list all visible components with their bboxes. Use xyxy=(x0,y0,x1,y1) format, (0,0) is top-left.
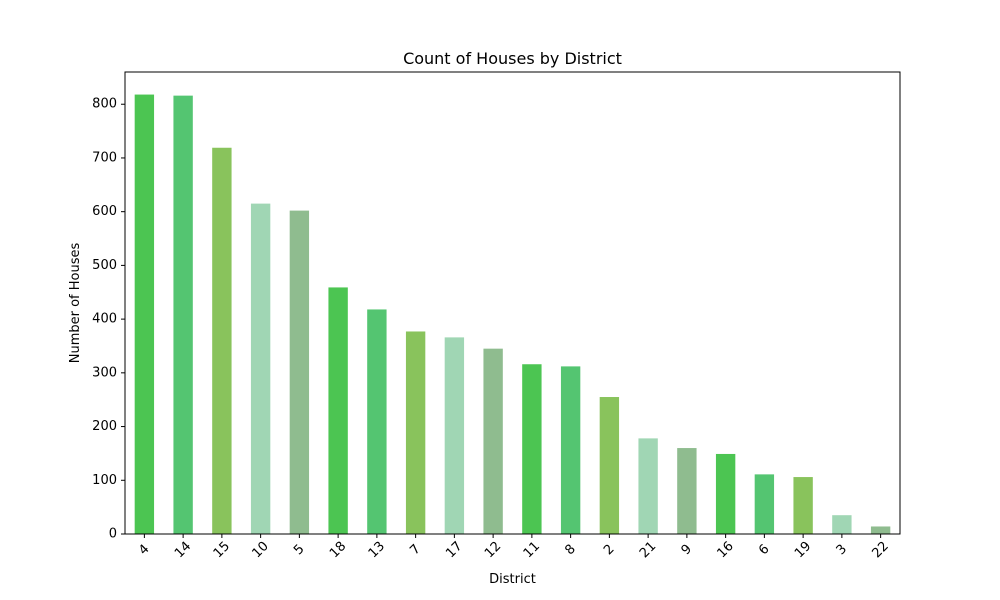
bar-district-21 xyxy=(638,438,658,534)
bar-district-22 xyxy=(870,526,891,534)
bar-district-12 xyxy=(483,348,503,534)
y-tick-label: 500 xyxy=(92,258,117,273)
bar-district-5 xyxy=(289,210,310,534)
y-axis: 0 100 200 300 400 500 600 700 800 xyxy=(92,97,125,542)
y-tick-label: 0 xyxy=(109,527,117,542)
bar-district-16 xyxy=(715,453,736,534)
y-tick-label: 300 xyxy=(92,365,117,380)
bar-district-11 xyxy=(522,364,542,534)
bar-district-15 xyxy=(212,147,232,534)
bar-district-18 xyxy=(328,287,348,534)
y-tick-label: 800 xyxy=(92,97,117,112)
y-tick-label: 600 xyxy=(92,204,117,219)
y-tick-label: 400 xyxy=(92,312,117,327)
bar-district-4 xyxy=(134,94,155,534)
y-axis-title: Number of Houses xyxy=(68,243,83,364)
x-axis-title: District xyxy=(489,572,536,587)
bar-district-14 xyxy=(173,95,193,534)
bar-district-3 xyxy=(832,515,852,534)
y-tick-label: 100 xyxy=(92,473,117,488)
bar-district-2 xyxy=(599,397,620,534)
y-tick-label: 700 xyxy=(92,150,117,165)
chart-title: Count of Houses by District xyxy=(403,49,622,68)
bar-district-9 xyxy=(677,448,697,534)
y-tick-label: 200 xyxy=(92,419,117,434)
bar-district-7 xyxy=(405,331,426,534)
bars-group xyxy=(134,94,891,534)
bar-district-17 xyxy=(444,337,465,534)
plot-frame xyxy=(124,71,901,535)
bar-district-10 xyxy=(250,203,271,534)
bar-district-13 xyxy=(367,309,387,534)
bar-district-19 xyxy=(793,477,813,534)
bar-district-8 xyxy=(560,366,581,534)
bar-district-6 xyxy=(754,474,775,534)
